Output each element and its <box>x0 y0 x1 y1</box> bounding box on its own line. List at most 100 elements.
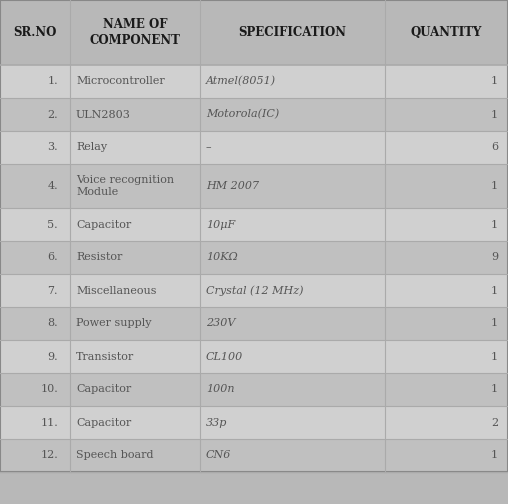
Bar <box>385 208 508 241</box>
Text: Capacitor: Capacitor <box>76 417 131 427</box>
Bar <box>0 65 70 98</box>
Bar <box>200 208 385 241</box>
Text: 12.: 12. <box>40 451 58 461</box>
Bar <box>0 98 70 131</box>
Bar <box>70 373 200 406</box>
Text: 8.: 8. <box>47 319 58 329</box>
Bar <box>385 307 508 340</box>
Bar <box>200 65 385 98</box>
Text: 1: 1 <box>491 385 498 395</box>
Bar <box>385 65 508 98</box>
Text: Capacitor: Capacitor <box>76 220 131 229</box>
Bar <box>0 0 70 65</box>
Bar <box>70 98 200 131</box>
Text: Voice recognition
Module: Voice recognition Module <box>76 175 174 197</box>
Bar <box>0 340 70 373</box>
Text: 100n: 100n <box>206 385 235 395</box>
Bar <box>70 439 200 472</box>
Bar <box>70 241 200 274</box>
Bar <box>200 241 385 274</box>
Text: 9.: 9. <box>47 351 58 361</box>
Text: 9: 9 <box>491 253 498 263</box>
Text: HM 2007: HM 2007 <box>206 181 259 191</box>
Bar <box>70 164 200 208</box>
Text: Capacitor: Capacitor <box>76 385 131 395</box>
Bar <box>385 164 508 208</box>
Bar <box>200 164 385 208</box>
Bar <box>200 274 385 307</box>
Text: SPECIFICATION: SPECIFICATION <box>238 26 346 39</box>
Bar <box>385 439 508 472</box>
Bar <box>70 0 200 65</box>
Bar <box>0 164 70 208</box>
Text: 1: 1 <box>491 181 498 191</box>
Bar <box>0 406 70 439</box>
Bar <box>0 131 70 164</box>
Text: 1: 1 <box>491 220 498 229</box>
Text: 230V: 230V <box>206 319 235 329</box>
Bar <box>0 439 70 472</box>
Text: 6: 6 <box>491 143 498 153</box>
Bar <box>200 0 385 65</box>
Bar <box>385 0 508 65</box>
Bar <box>0 241 70 274</box>
Text: ULN2803: ULN2803 <box>76 109 131 119</box>
Bar <box>0 307 70 340</box>
Text: 1: 1 <box>491 451 498 461</box>
Text: 3.: 3. <box>47 143 58 153</box>
Text: 33p: 33p <box>206 417 228 427</box>
Text: CL100: CL100 <box>206 351 243 361</box>
Text: Microcontroller: Microcontroller <box>76 77 165 87</box>
Text: Relay: Relay <box>76 143 107 153</box>
Text: CN6: CN6 <box>206 451 231 461</box>
Text: Resistor: Resistor <box>76 253 122 263</box>
Text: 1: 1 <box>491 109 498 119</box>
Bar <box>200 373 385 406</box>
Bar <box>0 274 70 307</box>
Text: QUANTITY: QUANTITY <box>411 26 482 39</box>
Text: 1: 1 <box>491 77 498 87</box>
Bar <box>0 208 70 241</box>
Text: 5.: 5. <box>47 220 58 229</box>
Bar <box>70 65 200 98</box>
Text: Speech board: Speech board <box>76 451 153 461</box>
Text: 1: 1 <box>491 351 498 361</box>
Bar <box>70 307 200 340</box>
Text: Crystal (12 MHz): Crystal (12 MHz) <box>206 285 303 296</box>
Bar <box>385 373 508 406</box>
Bar <box>385 274 508 307</box>
Bar <box>385 131 508 164</box>
Bar <box>385 340 508 373</box>
Text: SR.NO: SR.NO <box>13 26 57 39</box>
Text: 4.: 4. <box>47 181 58 191</box>
Text: 1: 1 <box>491 319 498 329</box>
Text: 6.: 6. <box>47 253 58 263</box>
Text: Power supply: Power supply <box>76 319 151 329</box>
Text: Motorola(IC): Motorola(IC) <box>206 109 279 119</box>
Bar <box>70 406 200 439</box>
Bar <box>70 274 200 307</box>
Bar <box>70 131 200 164</box>
Bar <box>200 98 385 131</box>
Text: –: – <box>206 143 212 153</box>
Text: 11.: 11. <box>40 417 58 427</box>
Text: Transistor: Transistor <box>76 351 134 361</box>
Text: 1: 1 <box>491 285 498 295</box>
Text: 2.: 2. <box>47 109 58 119</box>
Bar <box>200 307 385 340</box>
Bar <box>385 406 508 439</box>
Bar <box>200 131 385 164</box>
Text: 10KΩ: 10KΩ <box>206 253 238 263</box>
Bar <box>200 340 385 373</box>
Bar <box>200 406 385 439</box>
Bar <box>200 439 385 472</box>
Text: 2: 2 <box>491 417 498 427</box>
Bar <box>385 241 508 274</box>
Bar <box>385 98 508 131</box>
Text: 7.: 7. <box>48 285 58 295</box>
Text: Atmel(8051): Atmel(8051) <box>206 76 276 87</box>
Text: NAME OF
COMPONENT: NAME OF COMPONENT <box>89 19 180 46</box>
Text: 10μF: 10μF <box>206 220 235 229</box>
Text: 10.: 10. <box>40 385 58 395</box>
Bar <box>70 208 200 241</box>
